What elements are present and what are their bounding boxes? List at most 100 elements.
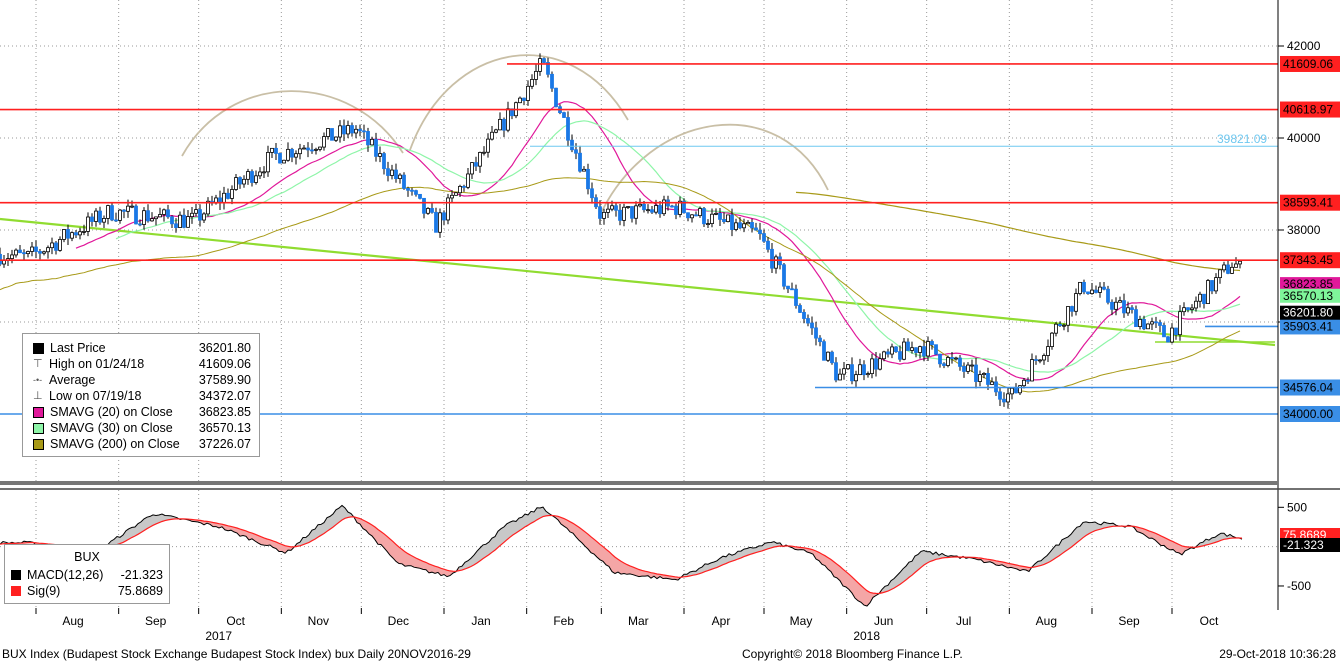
macd-fill: [603, 546, 606, 565]
candle-body: [130, 205, 134, 208]
candle-body: [902, 341, 906, 360]
candle-body: [1078, 281, 1082, 294]
candle-body: [70, 232, 74, 239]
macd-fill: [261, 536, 264, 546]
macd-fill: [924, 550, 927, 565]
candle-body: [1186, 307, 1190, 310]
candle-body: [670, 205, 674, 208]
legend-label: Sig(9): [27, 584, 61, 598]
candle-body: [638, 203, 642, 207]
candle-body: [330, 128, 334, 141]
candle-body: [950, 357, 954, 359]
candle-body: [1050, 332, 1054, 347]
candle-body: [434, 211, 438, 233]
candle-body: [1074, 293, 1078, 312]
macd-fill: [630, 565, 633, 575]
candle-body: [706, 223, 710, 225]
candle-body: [850, 364, 854, 382]
candle-body: [1198, 293, 1202, 302]
candle-body: [410, 189, 414, 192]
value-tag-bg: [1280, 277, 1340, 292]
macd-fill: [429, 563, 432, 573]
macd-fill: [843, 569, 846, 588]
macd-fill: [522, 514, 525, 530]
candle-body: [838, 373, 842, 381]
macd-fill: [1074, 527, 1077, 545]
macd-fill: [1095, 521, 1098, 531]
candle-body: [238, 177, 242, 185]
candle-body: [598, 206, 602, 219]
macd-fill: [885, 585, 888, 592]
candle-body: [690, 214, 694, 219]
macd-fill: [624, 562, 627, 575]
macd-legend-title: BUX: [74, 550, 100, 564]
candle-body: [766, 240, 770, 250]
candle-body: [58, 239, 62, 251]
macd-fill: [336, 508, 339, 525]
candle-body: [738, 222, 742, 229]
candle-body: [722, 219, 726, 222]
x-tick-label: Dec: [388, 614, 409, 628]
candle-body: [134, 205, 138, 225]
macd-fill: [984, 558, 987, 563]
macd-fill: [1224, 533, 1227, 540]
candle-body: [1218, 269, 1222, 279]
macd-fill: [768, 542, 771, 549]
macd-fill: [279, 543, 282, 552]
candle-body: [798, 305, 802, 313]
macd-fill: [318, 524, 321, 538]
candle-body: [962, 366, 966, 372]
macd-fill: [141, 518, 144, 533]
candle-body: [678, 200, 682, 215]
macd-fill: [399, 547, 402, 564]
macd-fill: [1218, 533, 1221, 542]
macd-fill: [1149, 530, 1152, 539]
macd-fill: [435, 566, 438, 574]
footer-description: BUX Index (Budapest Stock Exchange Budap…: [2, 647, 471, 661]
candle-body: [474, 162, 478, 167]
macd-fill: [237, 527, 240, 537]
box-legend-icon: [11, 570, 21, 580]
macd-fill: [648, 571, 651, 579]
candle-body: [1030, 359, 1034, 382]
panel-divider: [0, 481, 1278, 485]
candle-body: [946, 357, 950, 366]
candle-body: [974, 364, 978, 382]
candle-body: [482, 151, 486, 154]
candle-body: [710, 213, 714, 224]
candle-body: [794, 288, 798, 306]
candle-body: [354, 128, 358, 134]
macd-fill: [264, 537, 267, 546]
candle-body: [10, 254, 14, 259]
macd-fill: [393, 541, 396, 562]
candle-body: [774, 256, 778, 269]
candle-body: [578, 152, 582, 172]
candle-body: [622, 206, 626, 221]
candle-body: [574, 149, 578, 154]
macd-fill: [138, 521, 141, 535]
macd-fill: [516, 518, 519, 534]
macd-fill: [438, 567, 441, 576]
macd-fill: [864, 588, 867, 606]
high-legend-icon: ⊤: [33, 358, 43, 370]
candle-body: [42, 251, 46, 254]
candle-body: [174, 223, 178, 228]
avg-legend-icon: -•-: [33, 375, 43, 385]
macd-fill: [480, 544, 483, 561]
macd-fill: [1107, 522, 1110, 528]
candle-body: [1202, 293, 1206, 305]
candle-body: [390, 169, 394, 176]
value-tag-bg: [1280, 288, 1340, 303]
macd-fill: [405, 551, 408, 567]
candle-body: [326, 128, 330, 137]
macd-fill: [921, 550, 924, 568]
x-tick-label: Oct: [1200, 614, 1219, 628]
candle-body: [742, 223, 746, 229]
macd-fill: [492, 536, 495, 553]
candle-body: [38, 251, 42, 254]
year-label: 2018: [853, 629, 880, 643]
candle-body: [910, 347, 914, 351]
signal-line: [0, 514, 1243, 595]
price-legend: Last Price 36201.80 ⊤ High on 01/24/18 41609…: [22, 333, 260, 457]
